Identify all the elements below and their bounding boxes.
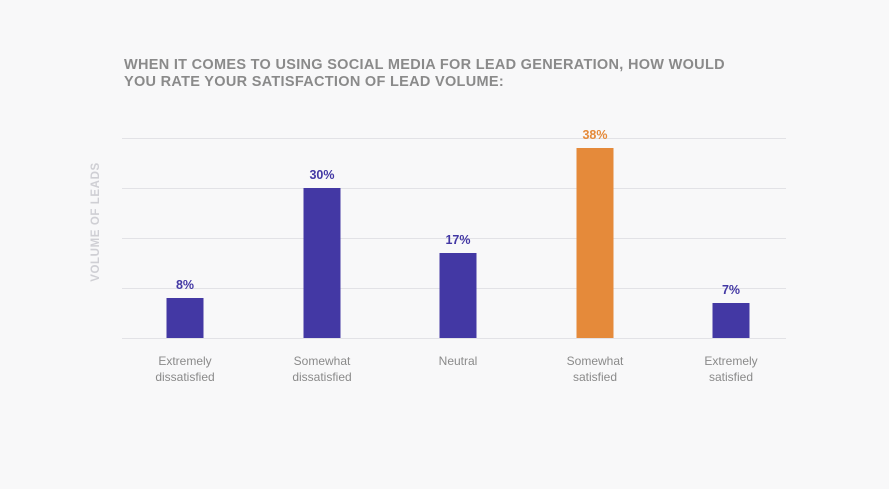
x-axis-tick-labels: Extremely dissatisfied Somewhat dissatisfie… xyxy=(155,354,757,384)
chart-title-line-2: YOU RATE YOUR SATISFACTION OF LEAD VOLUM… xyxy=(124,74,504,90)
bar-value-labels: 8% 30% 17% 38% 7% xyxy=(176,128,740,297)
bar-value-label: 8% xyxy=(176,278,194,292)
bar-value-label: 38% xyxy=(582,128,607,142)
gridlines xyxy=(122,138,786,339)
y-axis-label: VOLUME OF LEADS xyxy=(90,162,102,282)
bars xyxy=(166,148,750,338)
x-tick-label: Extremely dissatisfied xyxy=(155,354,214,384)
bar xyxy=(712,303,750,338)
bar-value-label: 17% xyxy=(445,233,470,247)
chart-title-line-1: WHEN IT COMES TO USING SOCIAL MEDIA FOR … xyxy=(124,57,725,73)
bar xyxy=(439,253,477,338)
chart-title: WHEN IT COMES TO USING SOCIAL MEDIA FOR … xyxy=(124,57,824,91)
x-tick-label: Neutral xyxy=(439,354,478,368)
x-tick-label: Somewhat dissatisfied xyxy=(292,354,351,384)
bar xyxy=(166,298,204,338)
x-tick-label: Somewhat satisfied xyxy=(567,354,624,384)
bar-value-label: 30% xyxy=(309,168,334,182)
bar-value-label: 7% xyxy=(722,283,740,297)
bar xyxy=(303,188,341,338)
bar xyxy=(576,148,614,338)
x-tick-label: Extremely satisfied xyxy=(704,354,757,384)
